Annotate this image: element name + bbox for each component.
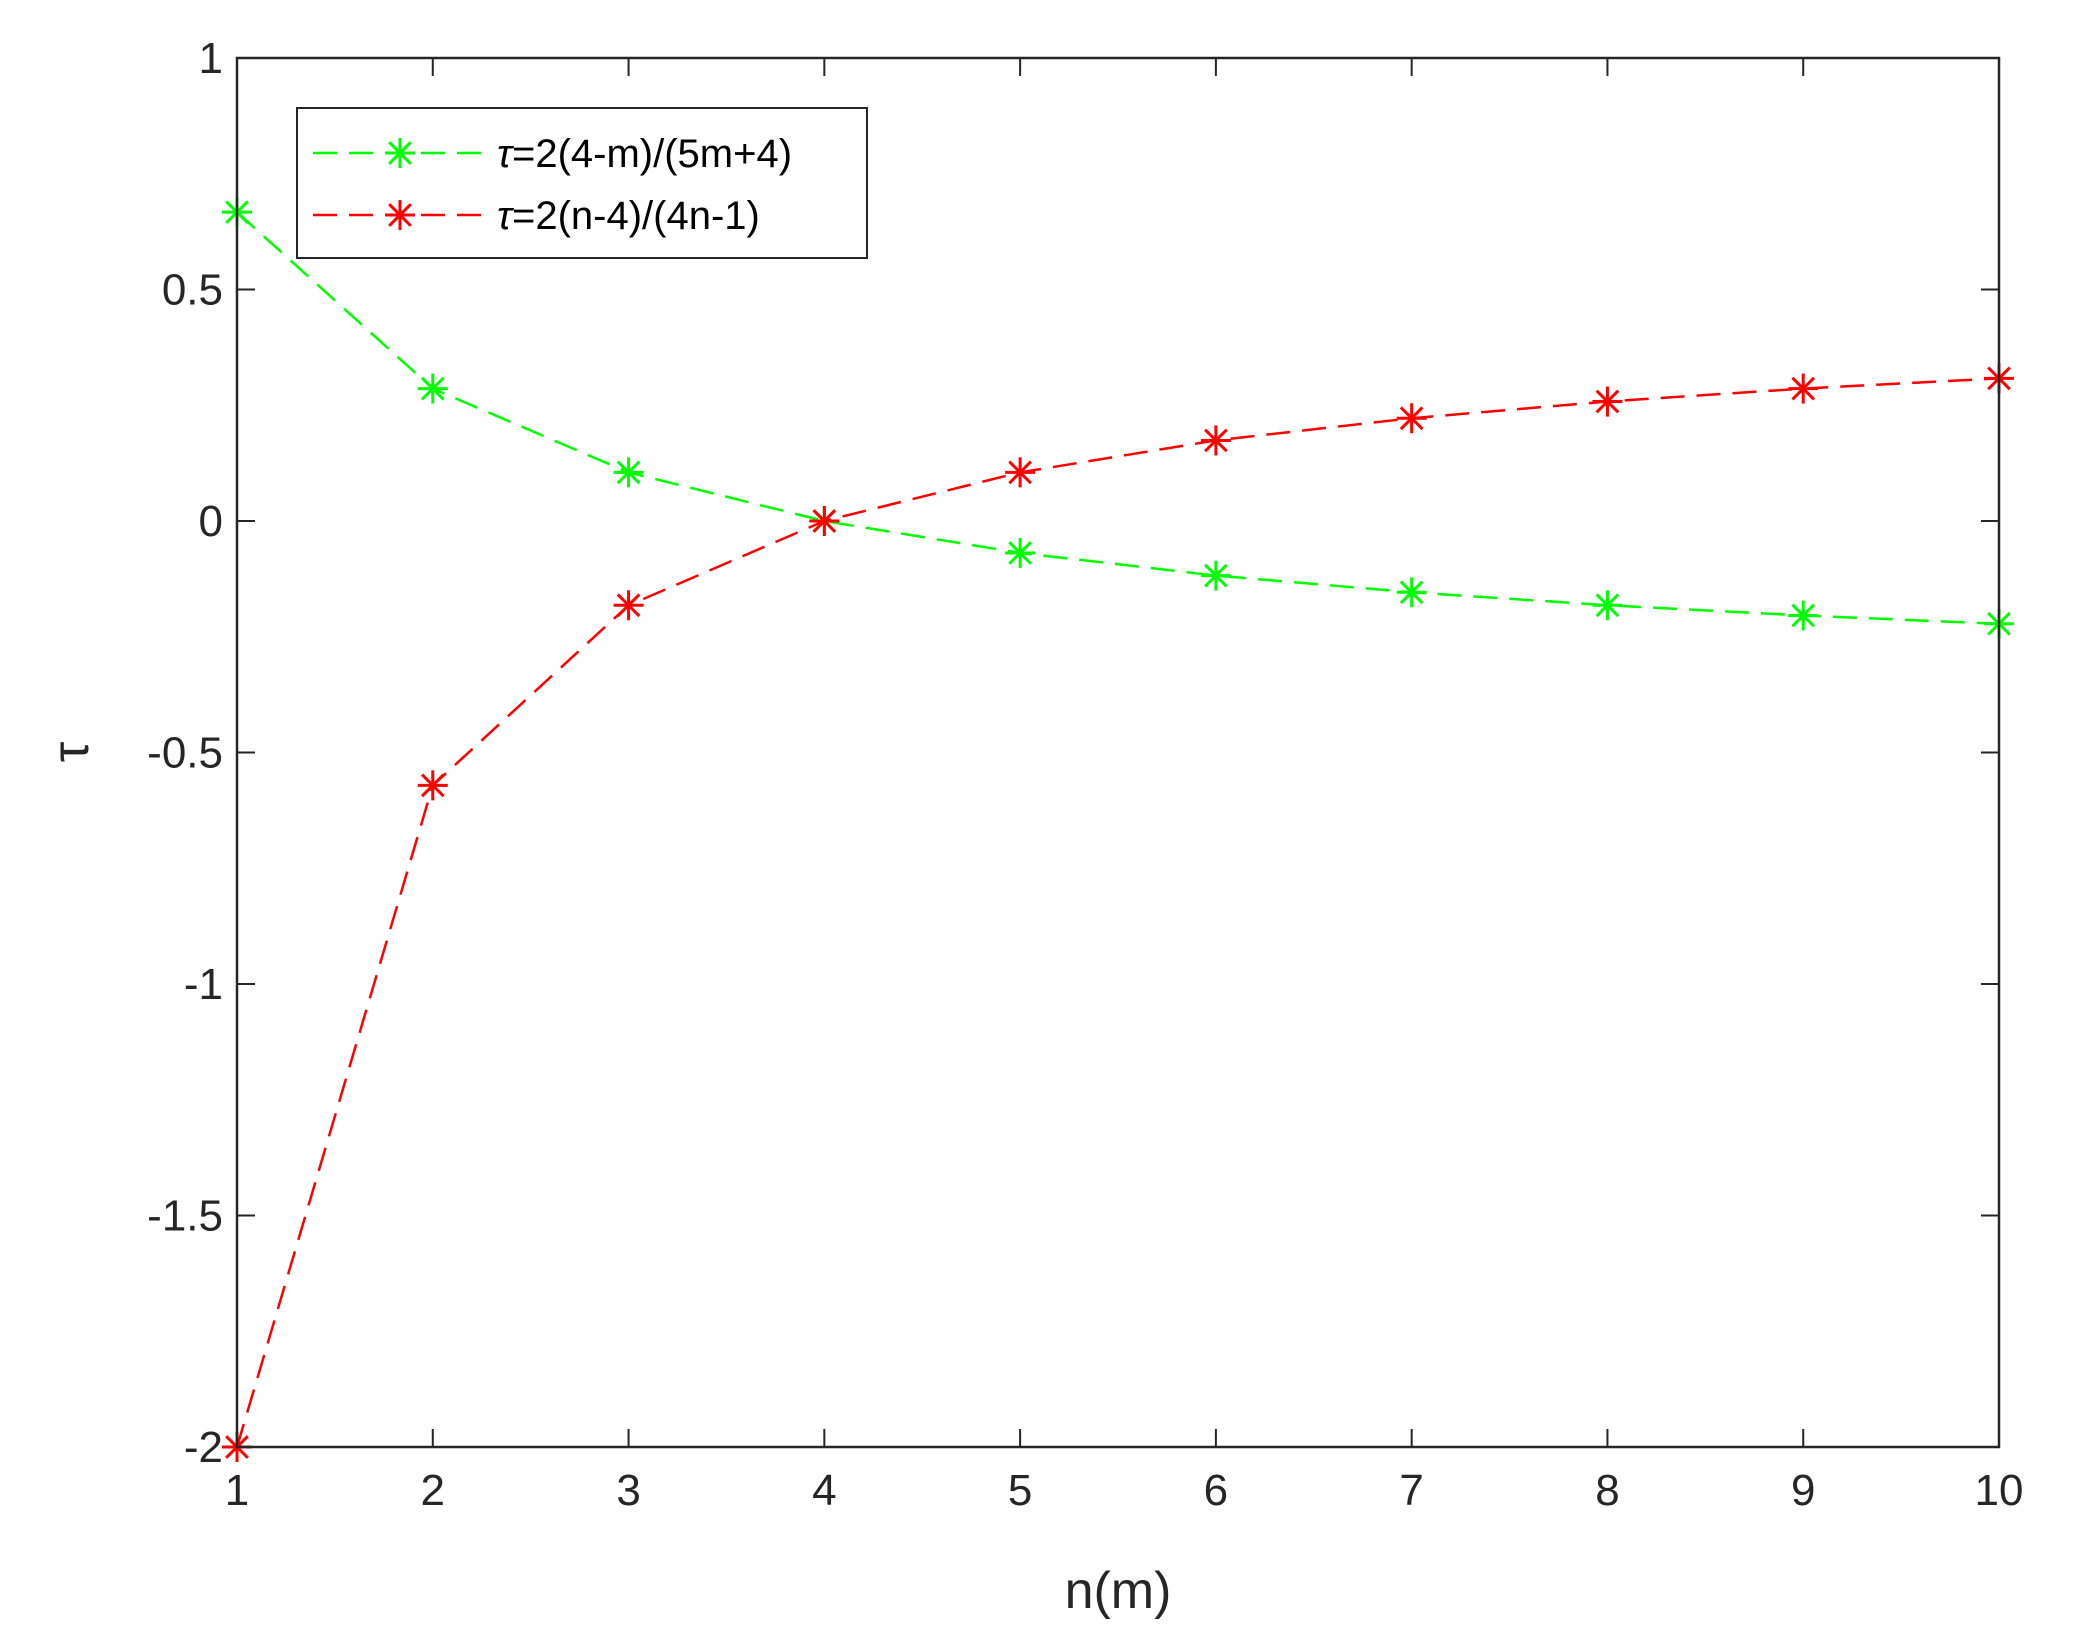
- x-tick-label: 8: [1595, 1466, 1619, 1515]
- legend-label-formula: =2(4-m)/(5m+4): [512, 132, 792, 176]
- plot-area: [237, 58, 1999, 1447]
- series-1-point: [1592, 590, 1623, 621]
- series-2-point: [1788, 373, 1819, 404]
- series-2-point: [809, 506, 840, 536]
- axis-ticks: 1 2 3 4 5 6 7 8 9 10 -2 -1.5 -1 -0.5 0 0.5 1: [147, 34, 2023, 1515]
- y-tick-label: 0.5: [162, 266, 223, 315]
- legend-label-symbol: τ: [497, 132, 515, 176]
- x-tick-label: 7: [1399, 1466, 1423, 1515]
- x-tick-label: 10: [1975, 1466, 2024, 1515]
- series-1-point: [417, 373, 448, 404]
- x-tick-label: 2: [421, 1466, 445, 1515]
- x-tick-label: 4: [812, 1466, 836, 1515]
- y-tick-label: -1.5: [147, 1192, 223, 1241]
- y-tick-label: 0: [199, 497, 223, 546]
- legend: τ=2(4-m)/(5m+4)τ=2(n-4)/(4n-1): [296, 107, 868, 259]
- series-1-point: [1396, 577, 1427, 608]
- x-tick-label: 1: [225, 1466, 249, 1515]
- x-tick-label: 9: [1791, 1466, 1815, 1515]
- series-2-point: [1592, 386, 1623, 417]
- legend-box: [296, 107, 868, 259]
- series-1-point: [1200, 560, 1231, 591]
- y-tick-label: 1: [199, 34, 223, 83]
- y-tick-label: -0.5: [147, 729, 223, 778]
- legend-label-2: τ=2(n-4)/(4n-1): [497, 194, 760, 238]
- x-tick-label: 3: [616, 1466, 640, 1515]
- x-tick-label: 6: [1204, 1466, 1228, 1515]
- legend-label-1: τ=2(4-m)/(5m+4): [497, 132, 792, 176]
- y-tick-label: -1: [184, 960, 223, 1009]
- series-line-1: [236, 211, 2000, 626]
- series-1-point: [1788, 600, 1819, 631]
- series-1-point: [613, 457, 644, 488]
- legend-marker-1: [385, 138, 415, 168]
- series-2-point: [1005, 457, 1036, 488]
- y-axis-title: τ: [42, 741, 100, 762]
- series-2-point: [613, 590, 644, 621]
- series-2-point: [1396, 403, 1427, 434]
- x-tick-label: 5: [1008, 1466, 1032, 1515]
- series-2-point: [417, 770, 448, 801]
- legend-label-formula: =2(n-4)/(4n-1): [512, 194, 760, 238]
- legend-marker-2: [385, 200, 415, 230]
- y-tick-label: -2: [184, 1423, 223, 1472]
- series-1-point: [1005, 537, 1036, 568]
- series-2-point: [1200, 425, 1231, 456]
- legend-label-symbol: τ: [497, 194, 515, 238]
- x-axis-title: n(m): [1065, 1562, 1172, 1620]
- series-line-2: [235, 377, 2000, 1448]
